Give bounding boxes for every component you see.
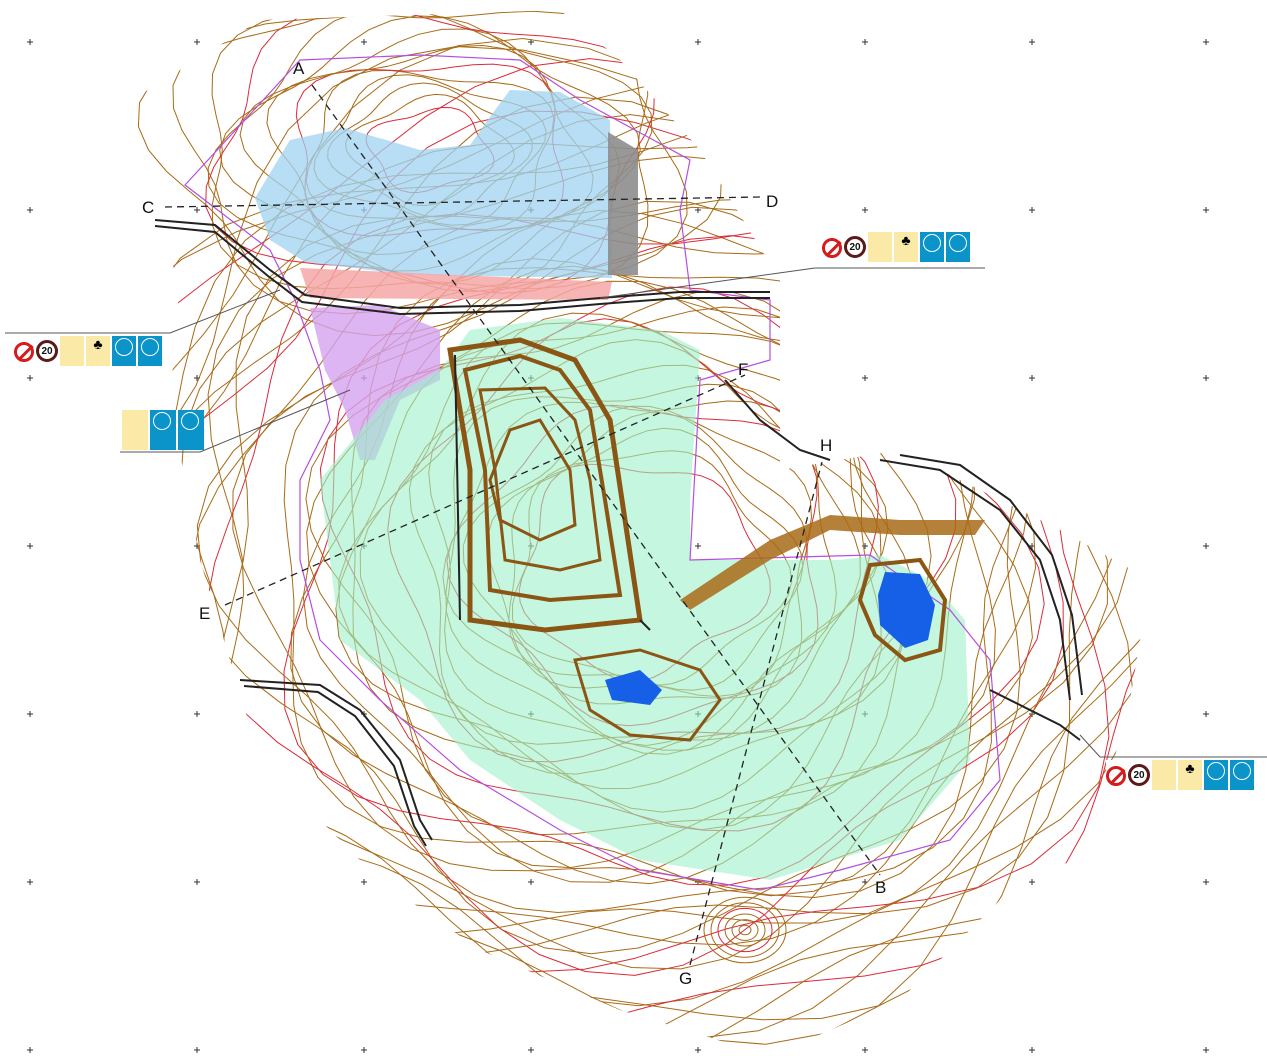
section-label-d: D <box>766 192 778 211</box>
grid-cross <box>27 879 33 885</box>
grid-cross <box>361 39 367 45</box>
zone-green-extraction <box>320 318 970 880</box>
grid-cross <box>862 207 868 213</box>
pond-large <box>857 557 948 663</box>
grid-cross <box>1203 375 1209 381</box>
roads <box>154 219 1083 847</box>
sign-panel-bottom-right: 20 ♣ <box>1106 760 1254 790</box>
section-lines <box>164 84 881 966</box>
grid-cross <box>194 39 200 45</box>
grid-cross <box>695 39 701 45</box>
yellow-notice-icon <box>60 336 84 366</box>
grid-cross <box>528 879 534 885</box>
sign-panel-top-right: 20 ♣ <box>822 232 970 262</box>
grid-cross <box>1029 879 1035 885</box>
grid-cross <box>695 543 701 549</box>
sign-leader-lines <box>5 267 1267 758</box>
grid-cross <box>27 1047 33 1053</box>
grid-cross <box>862 1047 868 1053</box>
section-line-cd <box>164 196 761 208</box>
grid-cross <box>1203 879 1209 885</box>
grid-cross <box>1203 1047 1209 1053</box>
contour-line <box>738 924 752 936</box>
section-label-b: B <box>875 878 886 897</box>
yellow-notice-icon <box>122 410 148 450</box>
section-label-f: F <box>738 360 748 379</box>
section-label-g: G <box>679 969 692 988</box>
no-entry-icon <box>1106 766 1126 786</box>
grid-cross <box>194 1047 200 1053</box>
grid-cross <box>1203 39 1209 45</box>
contour-line <box>724 913 766 947</box>
contour-line <box>703 896 787 964</box>
hard-hat-icon <box>112 336 136 366</box>
speed-limit-icon: 20 <box>1128 764 1150 786</box>
zone-purple-area <box>310 305 440 460</box>
grid-cross <box>1203 711 1209 717</box>
grid-cross <box>862 543 868 549</box>
grid-cross <box>1029 207 1035 213</box>
speed-limit-icon: 20 <box>36 340 58 362</box>
grid-cross <box>27 207 33 213</box>
ear-protection-icon <box>1230 760 1254 790</box>
sign-panel-left-lower <box>122 410 204 450</box>
zone-pink-strip <box>300 268 612 300</box>
grid-cross <box>194 711 200 717</box>
grid-cross <box>1203 207 1209 213</box>
zone-blue-storage <box>255 90 612 278</box>
grid-cross <box>194 879 200 885</box>
contour-line <box>710 902 780 958</box>
sign-panel-left: 20 ♣ <box>14 336 162 366</box>
grid-cross <box>695 1047 701 1053</box>
ear-protection-icon <box>178 410 204 450</box>
yellow-notice-icon <box>868 232 892 262</box>
hard-hat-icon <box>150 410 176 450</box>
club-notice-icon: ♣ <box>894 232 918 262</box>
grid-cross <box>27 543 33 549</box>
contour-line <box>731 919 759 941</box>
grid-cross <box>862 375 868 381</box>
no-entry-icon <box>14 342 34 362</box>
grid-cross <box>361 879 367 885</box>
haul-ramp <box>680 515 985 610</box>
section-label-c: C <box>142 198 154 217</box>
grid-cross <box>528 1047 534 1053</box>
section-label-a: A <box>293 59 305 78</box>
property-boundary <box>184 54 1001 891</box>
grid-cross <box>1203 543 1209 549</box>
yellow-notice-icon <box>1152 760 1176 790</box>
zone-grey-strip <box>608 132 638 275</box>
section-line-ab <box>311 84 881 876</box>
grid-cross <box>27 711 33 717</box>
section-label-e: E <box>199 604 210 623</box>
grid-cross <box>27 375 33 381</box>
section-line-ef <box>224 374 746 606</box>
section-label-h: H <box>820 436 832 455</box>
contour-line <box>717 907 773 953</box>
grid-cross <box>361 1047 367 1053</box>
no-entry-icon <box>822 238 842 258</box>
speed-limit-icon: 20 <box>844 236 866 258</box>
grid-cross <box>27 39 33 45</box>
grid-cross <box>194 207 200 213</box>
hard-hat-icon <box>1204 760 1228 790</box>
grid-cross <box>862 39 868 45</box>
section-line-gh <box>689 461 823 966</box>
pond-small <box>573 648 722 742</box>
ear-protection-icon <box>946 232 970 262</box>
hard-hat-icon <box>920 232 944 262</box>
quarry-pit-benches <box>447 337 651 633</box>
grid-cross <box>1029 39 1035 45</box>
grid-cross <box>1029 1047 1035 1053</box>
grid-cross <box>1029 375 1035 381</box>
ear-protection-icon <box>138 336 162 366</box>
club-notice-icon: ♣ <box>1178 760 1202 790</box>
club-notice-icon: ♣ <box>86 336 110 366</box>
